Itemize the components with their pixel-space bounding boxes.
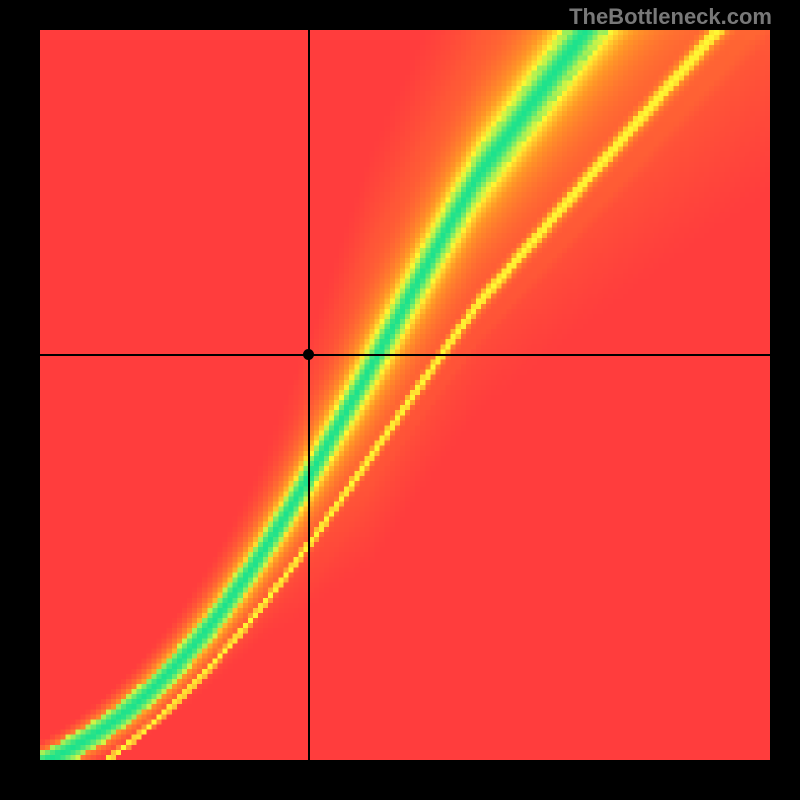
watermark-text: TheBottleneck.com bbox=[569, 4, 772, 30]
bottleneck-heatmap bbox=[40, 30, 770, 760]
crosshair-vertical-line bbox=[308, 30, 310, 760]
chart-container: TheBottleneck.com bbox=[0, 0, 800, 800]
crosshair-horizontal-line bbox=[40, 354, 770, 356]
